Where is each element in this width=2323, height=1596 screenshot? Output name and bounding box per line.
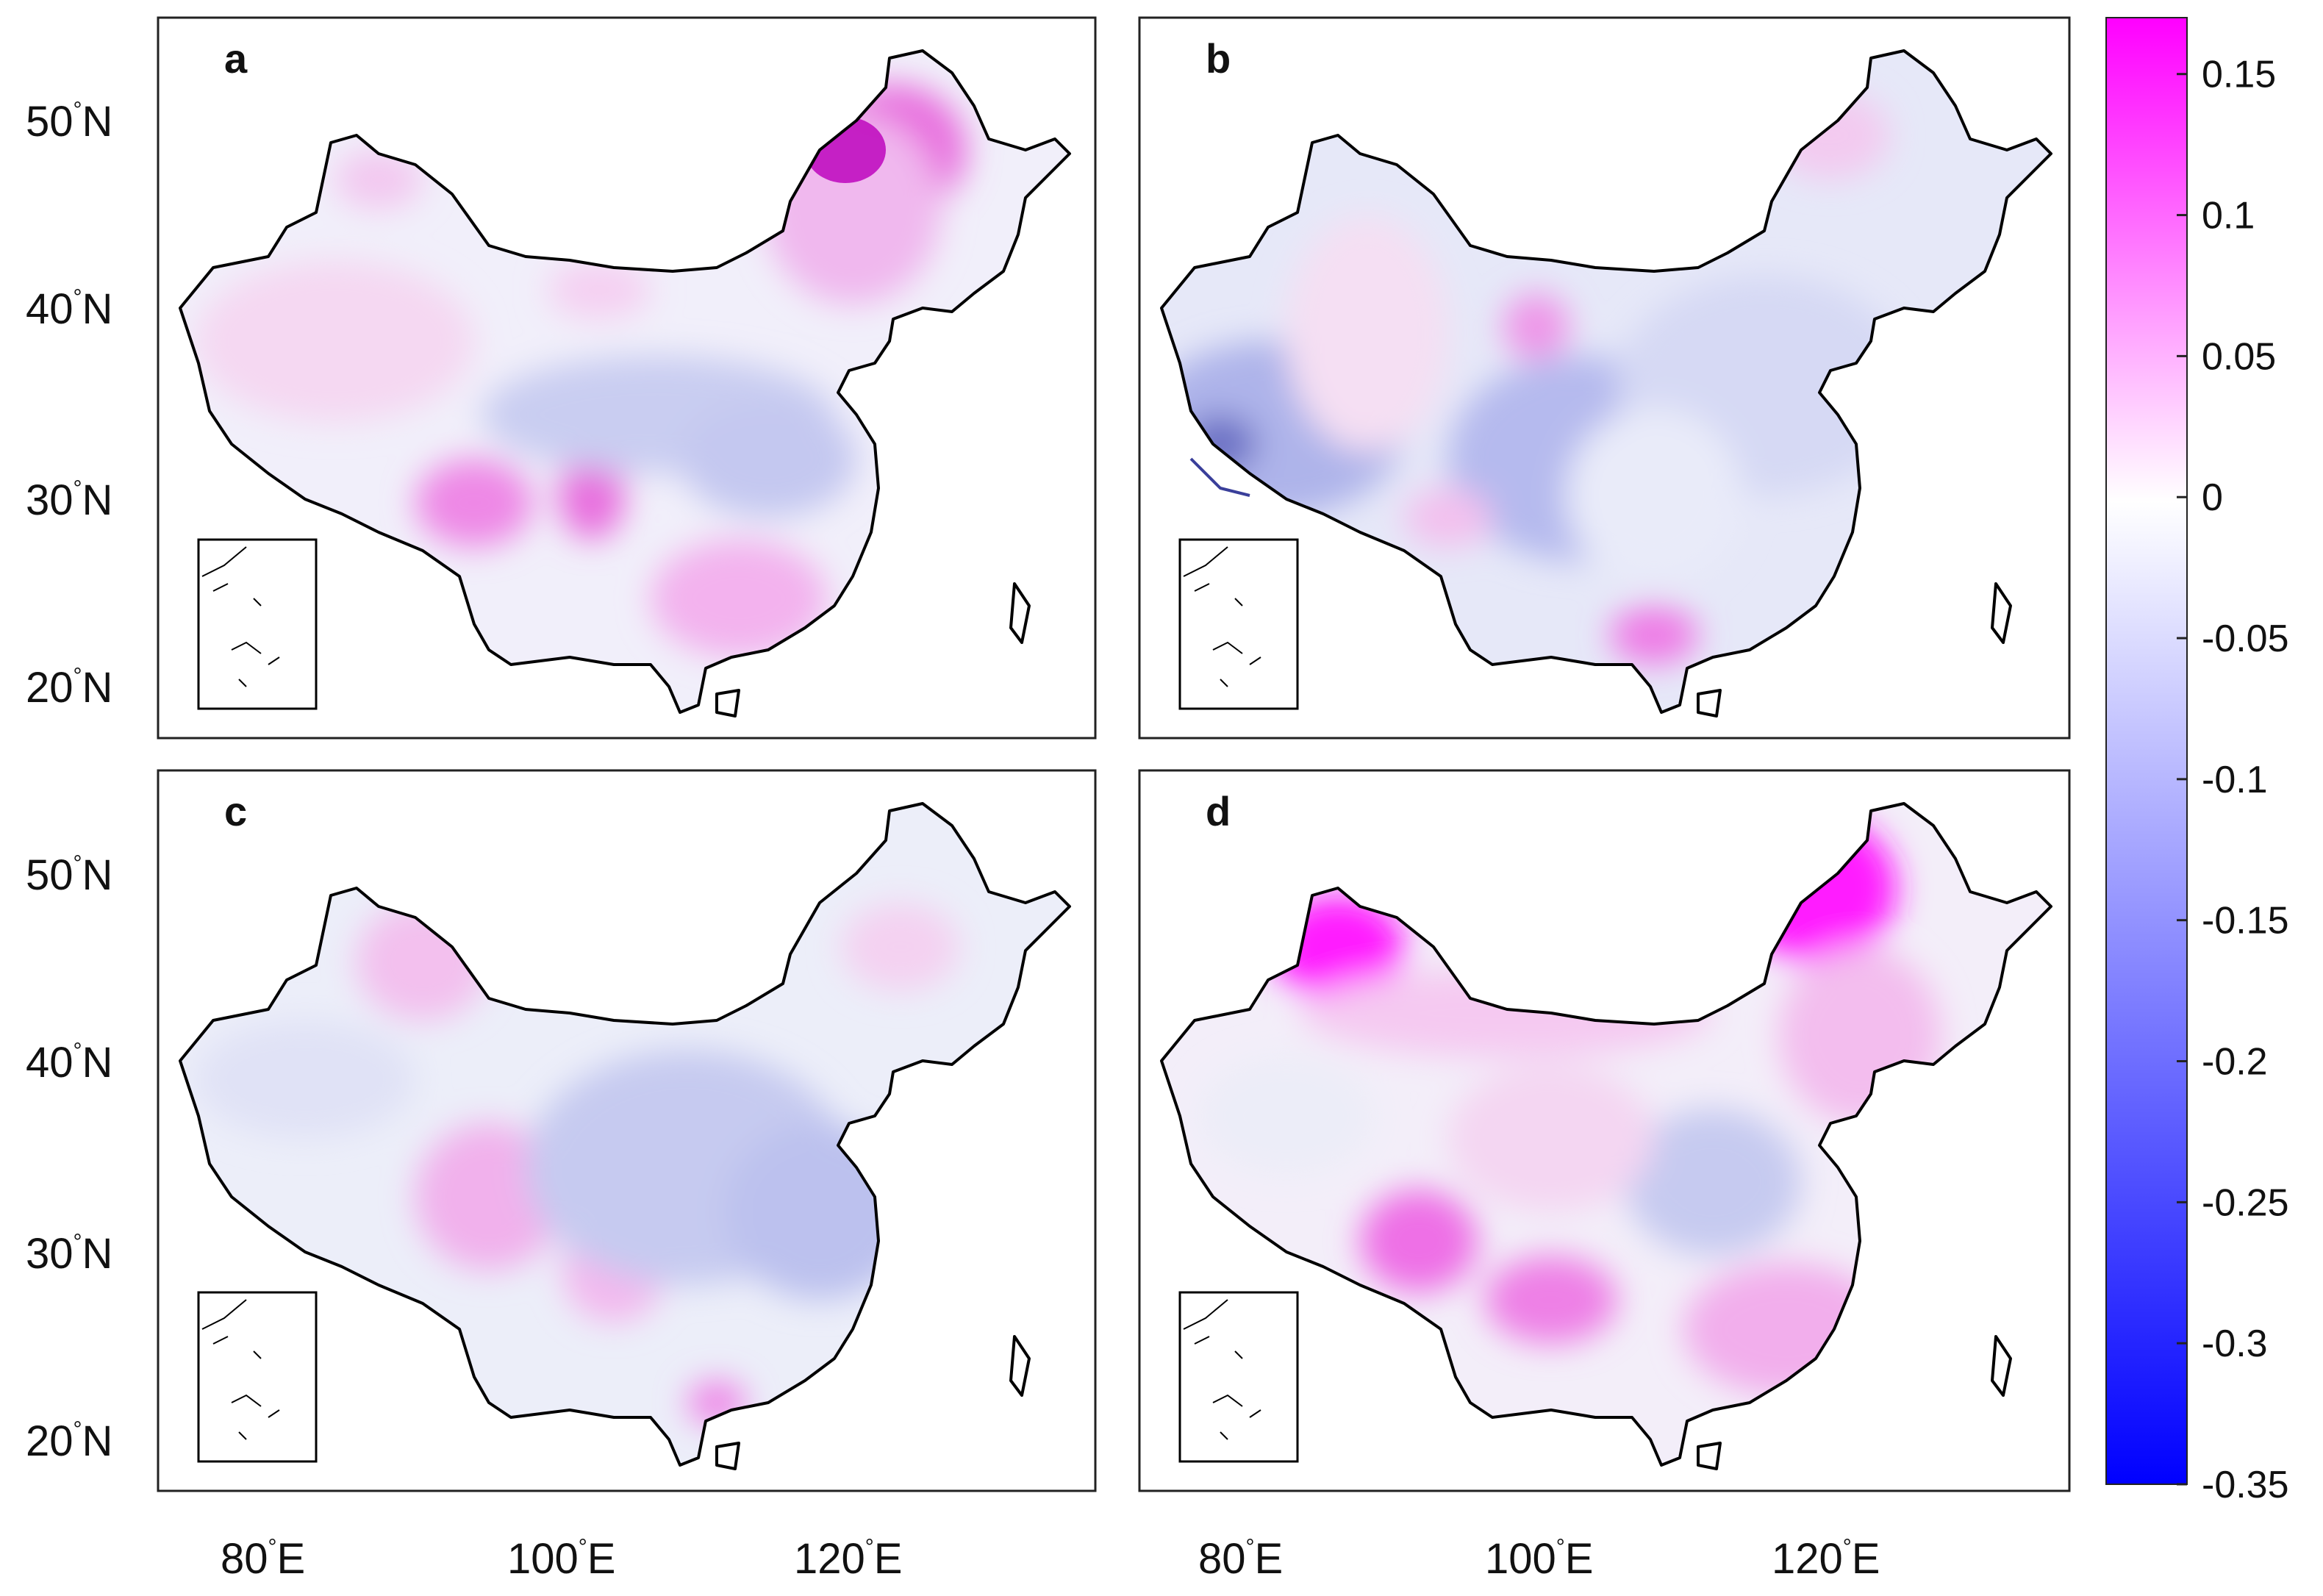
south-china-sea-inset [197,1291,318,1463]
panel-letter: c [224,788,247,834]
latitude-axis: 50°N 40°N 30°N 20°N 50°N 40°N 30°N 20°N [26,98,112,1465]
map-panel-c: c [157,769,1097,1492]
lat-label-50: 50°N [26,851,112,899]
lon-label-120: 120°E [794,1535,902,1583]
colorbar-tick-label: -0.25 [2202,1181,2289,1224]
south-china-sea-inset [1178,1291,1299,1463]
colorbar-tick-label: -0.1 [2202,759,2268,801]
lat-label-40: 40°N [26,285,112,333]
panel-letter: d [1206,788,1231,834]
lon-label-100: 100°E [1485,1535,1593,1583]
lon-label-80: 80°E [1198,1535,1283,1583]
lon-label-120: 120°E [1772,1535,1880,1583]
map-panel-a: a [157,16,1097,740]
map-panel-d: d [1138,769,2071,1492]
lat-label-30: 30°N [26,476,112,524]
lat-label-40: 40°N [26,1039,112,1087]
lon-label-100: 100°E [507,1535,615,1583]
colorbar-tick-label: 0 [2202,476,2223,519]
panel-letter: b [1206,35,1231,82]
colorbar-tick-label: 0.15 [2202,54,2276,96]
colorbar-tick-label: -0.15 [2202,900,2289,942]
lat-label-50: 50°N [26,98,112,146]
map-panel-b: b [1138,16,2071,740]
colorbar-ticks: 0.15 0.1 0.05 0 -0.05 -0.1 -0.15 -0.2 -0.25 -0.3 -… [2177,54,2289,1506]
south-china-sea-inset [1178,538,1299,710]
lat-label-20: 20°N [26,664,112,712]
colorbar-gradient [2105,17,2188,1485]
lat-label-20: 20°N [26,1417,112,1465]
south-china-sea-inset [197,538,318,710]
colorbar-tick-label: 0.1 [2202,195,2255,237]
longitude-axis: 80°E 100°E 120°E 80°E 100°E 120°E [221,1535,1880,1583]
lon-label-80: 80°E [221,1535,305,1583]
colorbar-tick-label: 0.05 [2202,335,2276,378]
panel-letter: a [224,35,248,82]
colorbar-tick-label: -0.35 [2202,1464,2289,1506]
colorbar-tick-label: -0.05 [2202,618,2289,660]
colorbar-tick-label: -0.3 [2202,1323,2268,1365]
lat-label-30: 30°N [26,1230,112,1278]
colorbar: 0.15 0.1 0.05 0 -0.05 -0.1 -0.15 -0.2 -0.25 -0.3 -… [2105,17,2289,1506]
colorbar-tick-label: -0.2 [2202,1041,2268,1084]
